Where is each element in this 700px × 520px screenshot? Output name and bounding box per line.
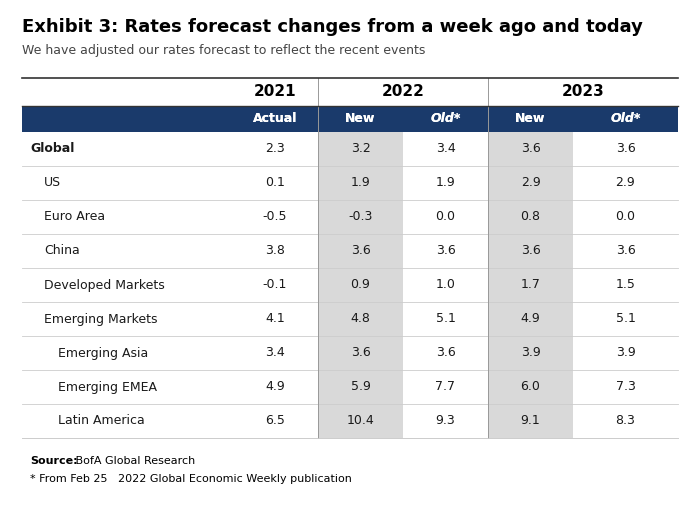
Bar <box>488 106 573 438</box>
Text: -0.1: -0.1 <box>262 279 287 292</box>
Text: US: US <box>44 176 61 189</box>
Text: Old*: Old* <box>610 112 640 125</box>
Text: 3.6: 3.6 <box>615 244 636 257</box>
Text: 3.4: 3.4 <box>435 142 456 155</box>
Text: 2021: 2021 <box>253 84 296 99</box>
Text: 6.5: 6.5 <box>265 414 285 427</box>
Text: 3.6: 3.6 <box>435 346 456 359</box>
Text: 2.9: 2.9 <box>521 176 540 189</box>
Text: 3.9: 3.9 <box>521 346 540 359</box>
Text: 0.0: 0.0 <box>435 211 456 224</box>
Text: Global: Global <box>30 142 74 155</box>
Text: 3.6: 3.6 <box>351 244 370 257</box>
Text: 7.7: 7.7 <box>435 381 456 394</box>
Text: 3.6: 3.6 <box>521 244 540 257</box>
Bar <box>318 106 403 438</box>
Text: Actual: Actual <box>253 112 298 125</box>
Text: Exhibit 3: Rates forecast changes from a week ago and today: Exhibit 3: Rates forecast changes from a… <box>22 18 643 36</box>
Text: New: New <box>515 112 546 125</box>
Text: * From Feb 25   2022 Global Economic Weekly publication: * From Feb 25 2022 Global Economic Weekl… <box>30 474 352 484</box>
Text: 10.4: 10.4 <box>346 414 374 427</box>
Text: 4.9: 4.9 <box>521 313 540 326</box>
Text: 1.9: 1.9 <box>351 176 370 189</box>
Text: 3.2: 3.2 <box>351 142 370 155</box>
Text: 3.6: 3.6 <box>351 346 370 359</box>
Text: 2.3: 2.3 <box>265 142 285 155</box>
Text: Emerging Markets: Emerging Markets <box>44 313 158 326</box>
Text: 3.4: 3.4 <box>265 346 285 359</box>
Text: 6.0: 6.0 <box>521 381 540 394</box>
Text: 4.8: 4.8 <box>351 313 370 326</box>
Text: Emerging Asia: Emerging Asia <box>58 346 148 359</box>
Text: Old*: Old* <box>430 112 461 125</box>
Text: 5.1: 5.1 <box>615 313 636 326</box>
Text: Old*: Old* <box>430 112 461 125</box>
Text: Latin America: Latin America <box>58 414 145 427</box>
Text: Euro Area: Euro Area <box>44 211 105 224</box>
Text: 9.3: 9.3 <box>435 414 456 427</box>
Text: 2022: 2022 <box>382 84 424 99</box>
Text: 8.3: 8.3 <box>615 414 636 427</box>
Text: 3.6: 3.6 <box>615 142 636 155</box>
Text: BofA Global Research: BofA Global Research <box>72 456 195 466</box>
Text: 5.9: 5.9 <box>351 381 370 394</box>
Text: China: China <box>44 244 80 257</box>
Text: 2.9: 2.9 <box>615 176 636 189</box>
Text: 1.0: 1.0 <box>435 279 456 292</box>
Text: Actual: Actual <box>253 112 298 125</box>
Text: 1.9: 1.9 <box>435 176 456 189</box>
Text: 1.5: 1.5 <box>615 279 636 292</box>
Text: New: New <box>515 112 546 125</box>
Text: Developed Markets: Developed Markets <box>44 279 164 292</box>
Text: Source:: Source: <box>30 456 78 466</box>
Text: Emerging EMEA: Emerging EMEA <box>58 381 157 394</box>
Text: New: New <box>345 112 376 125</box>
Text: -0.3: -0.3 <box>349 211 372 224</box>
Text: 4.9: 4.9 <box>265 381 285 394</box>
Text: 9.1: 9.1 <box>521 414 540 427</box>
Text: New: New <box>345 112 376 125</box>
Text: 7.3: 7.3 <box>615 381 636 394</box>
Text: 2023: 2023 <box>561 84 604 99</box>
Text: 0.1: 0.1 <box>265 176 285 189</box>
Text: 5.1: 5.1 <box>435 313 456 326</box>
Text: 3.9: 3.9 <box>615 346 636 359</box>
Text: 3.6: 3.6 <box>521 142 540 155</box>
Text: 3.6: 3.6 <box>435 244 456 257</box>
Bar <box>22 106 678 132</box>
Text: We have adjusted our rates forecast to reflect the recent events: We have adjusted our rates forecast to r… <box>22 44 426 57</box>
Text: -0.5: -0.5 <box>262 211 287 224</box>
Text: 3.8: 3.8 <box>265 244 285 257</box>
Text: 0.0: 0.0 <box>615 211 636 224</box>
Text: Old*: Old* <box>610 112 640 125</box>
Text: 4.1: 4.1 <box>265 313 285 326</box>
Text: 0.9: 0.9 <box>351 279 370 292</box>
Text: 0.8: 0.8 <box>521 211 540 224</box>
Bar <box>22 106 678 132</box>
Text: 1.7: 1.7 <box>521 279 540 292</box>
